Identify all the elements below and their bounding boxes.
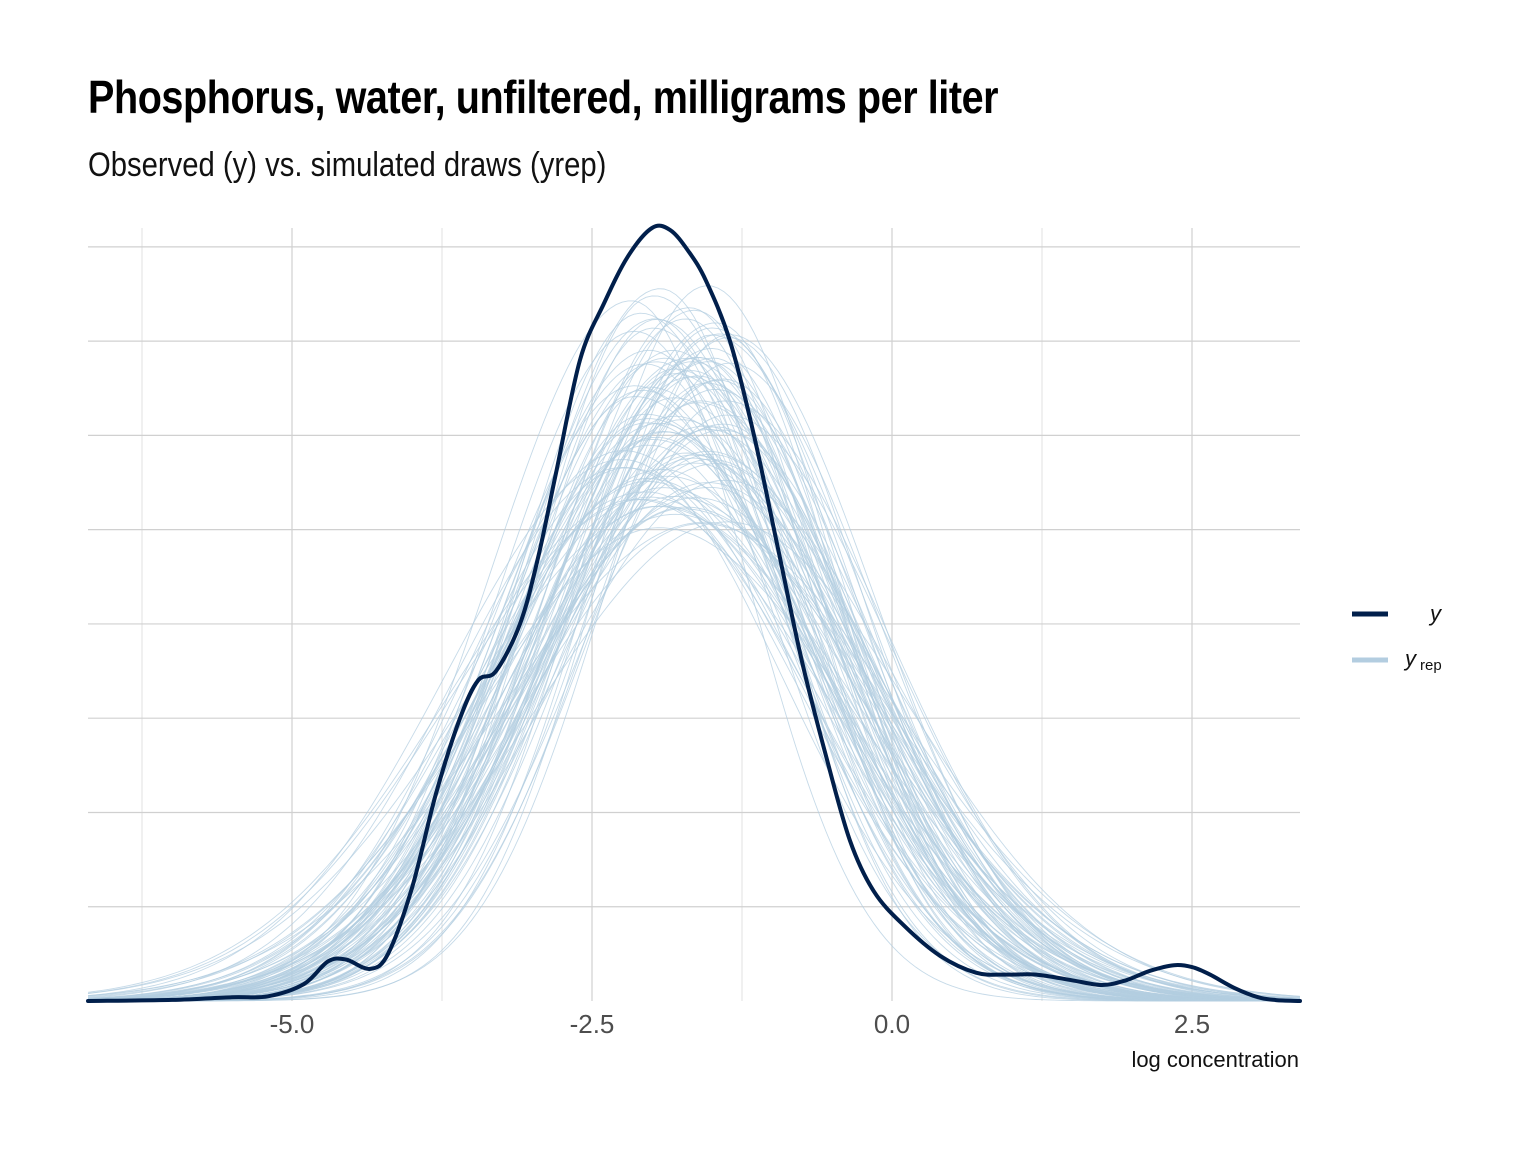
yrep-line [88,285,1300,1002]
yrep-line [87,382,1300,1002]
yrep-line [88,400,1301,1002]
yrep-line [88,361,1300,1002]
yrep-line [87,487,1301,1001]
yrep-line [87,482,1301,1001]
yrep-line [88,349,1300,1002]
yrep-line [87,463,1300,1002]
yrep-line [88,362,1300,1002]
yrep-line [88,373,1300,1002]
yrep-line [88,327,1300,1002]
yrep-line [88,400,1301,1002]
yrep-line [88,361,1300,1002]
yrep-line [87,423,1300,1002]
yrep-line [87,379,1300,1002]
chart-title: Phosphorus, water, unfiltered, milligram… [88,71,999,123]
yrep-line [87,454,1301,1002]
yrep-line [87,480,1301,1001]
yrep-line [88,334,1301,1002]
yrep-line [88,413,1300,1002]
x-tick-label: -5.0 [270,1009,315,1039]
yrep-line [87,505,1301,1002]
yrep-line [87,508,1301,1001]
yrep-line [88,418,1300,1002]
yrep-line [88,322,1300,1002]
yrep-line [88,479,1301,1001]
yrep-lines [87,285,1301,1002]
yrep-line [88,378,1300,1002]
yrep-line [87,478,1301,1001]
yrep-line [88,309,1300,1002]
grid-lines [88,228,1300,1001]
yrep-line [88,419,1301,1002]
chart-subtitle: Observed (y) vs. simulated draws (yrep) [88,146,607,184]
yrep-line [88,450,1301,1001]
yrep-line [87,385,1300,1002]
yrep-line [87,521,1301,1001]
yrep-line [87,425,1300,1002]
yrep-line [87,496,1301,1001]
yrep-line [88,327,1301,1002]
yrep-line [87,495,1301,1001]
yrep-line [88,307,1300,1002]
yrep-line [88,350,1300,1002]
yrep-line [87,499,1301,1002]
yrep-line [87,475,1301,1001]
x-axis-label: log concentration [1131,1047,1299,1072]
yrep-line [88,396,1300,1002]
yrep-line [87,300,1300,1002]
yrep-line [87,497,1301,1001]
yrep-line [87,521,1301,1000]
yrep-line [87,453,1301,1002]
yrep-line [87,376,1300,1002]
yrep-line [88,429,1301,1002]
yrep-line [88,458,1301,1001]
yrep-line [87,457,1301,1001]
legend-yrep-label: y [1403,646,1418,671]
yrep-line [87,486,1301,1001]
yrep-line [87,363,1300,1002]
yrep-line [87,462,1300,1002]
x-tick-label: 2.5 [1174,1009,1210,1039]
yrep-line [88,402,1301,1002]
yrep-line [87,491,1300,1002]
yrep-line [87,330,1300,1002]
yrep-line [88,356,1300,1002]
yrep-line [88,357,1300,1002]
yrep-line [87,444,1300,1002]
legend: y y rep [1352,601,1443,674]
yrep-line [87,459,1300,1002]
legend-yrep-subscript: rep [1420,657,1442,674]
x-tick-label: 0.0 [874,1009,910,1039]
yrep-line [88,347,1300,1002]
yrep-line [87,513,1301,1001]
legend-y-label: y [1428,601,1443,626]
x-tick-labels: -5.0 -2.5 0.0 2.5 [270,1009,1210,1039]
x-tick-label: -2.5 [570,1009,615,1039]
yrep-line [87,450,1301,1002]
y-observed-line [86,223,1302,1003]
yrep-line [87,527,1301,1000]
